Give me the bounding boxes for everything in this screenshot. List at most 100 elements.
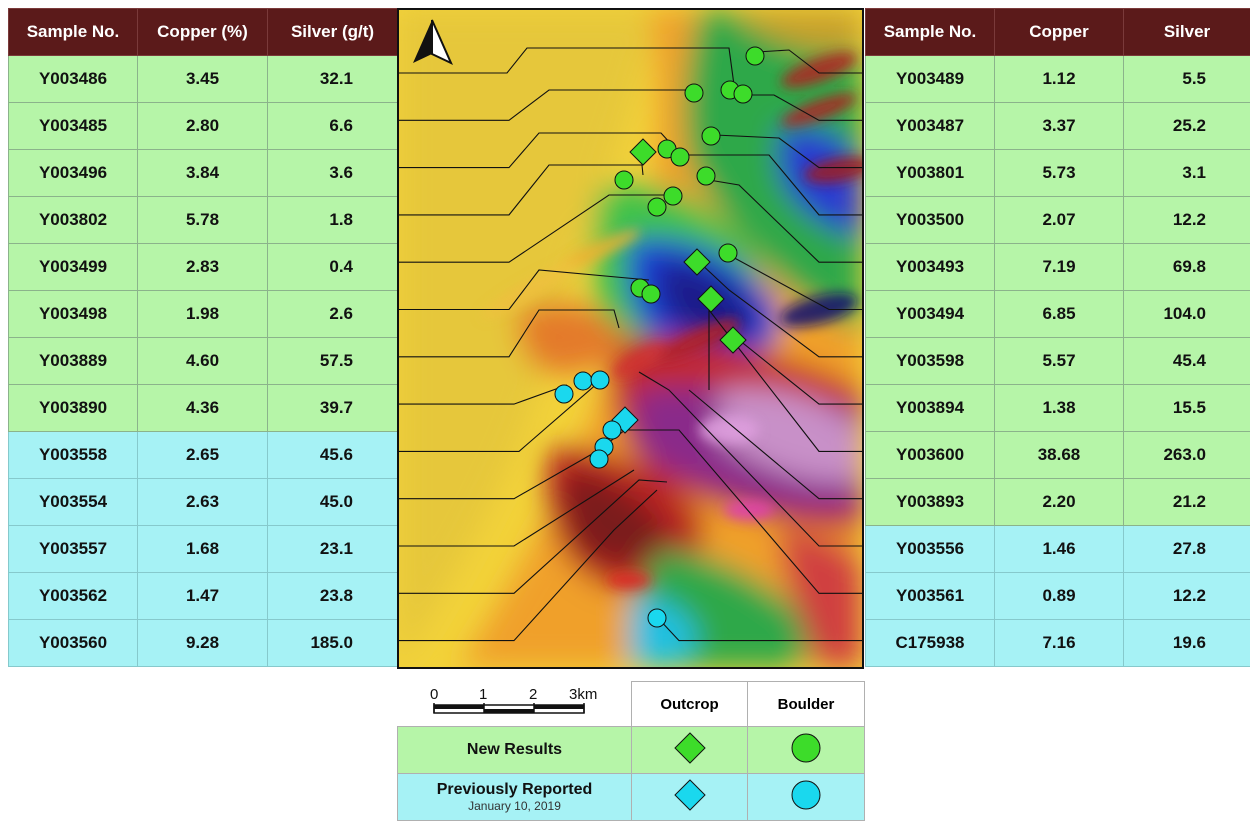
silver-value: 3.1 xyxy=(1124,150,1250,197)
sample-id: Y003802 xyxy=(9,197,138,244)
silver-value: 0.4 xyxy=(268,244,398,291)
legend-new-label: New Results xyxy=(467,741,562,758)
sample-id: Y003486 xyxy=(9,56,138,103)
sample-id: Y003499 xyxy=(9,244,138,291)
copper-value: 38.68 xyxy=(995,432,1124,479)
copper-value: 9.28 xyxy=(138,620,268,667)
legend: Outcrop Boulder New Results Previously R… xyxy=(397,681,865,821)
sample-id: Y003558 xyxy=(9,432,138,479)
copper-value: 1.38 xyxy=(995,385,1124,432)
copper-value: 1.12 xyxy=(995,56,1124,103)
copper-value: 4.60 xyxy=(138,338,268,385)
sample-id: Y003801 xyxy=(866,150,995,197)
boulder-marker xyxy=(697,167,715,185)
silver-value: 45.0 xyxy=(268,479,398,526)
sample-id: Y003560 xyxy=(9,620,138,667)
sample-id: Y003889 xyxy=(9,338,138,385)
copper-value: 6.85 xyxy=(995,291,1124,338)
silver-value: 39.7 xyxy=(268,385,398,432)
boulder-marker xyxy=(719,244,737,262)
legend-spacer xyxy=(398,682,632,727)
sample-id: C175938 xyxy=(866,620,995,667)
sample-id: Y003554 xyxy=(9,479,138,526)
sample-id: Y003894 xyxy=(866,385,995,432)
boulder-marker xyxy=(590,450,608,468)
map-canvas xyxy=(399,10,862,667)
silver-value: 23.1 xyxy=(268,526,398,573)
sample-id: Y003494 xyxy=(866,291,995,338)
sample-id: Y003498 xyxy=(9,291,138,338)
silver-value: 32.1 xyxy=(268,56,398,103)
left-sample-table: Sample No. Copper (%) Silver (g/t) Y0034… xyxy=(8,8,398,667)
outcrop-diamond-icon xyxy=(673,731,707,765)
copper-value: 5.73 xyxy=(995,150,1124,197)
copper-value: 7.16 xyxy=(995,620,1124,667)
boulder-marker xyxy=(603,421,621,439)
silver-value: 21.2 xyxy=(1124,479,1250,526)
sample-id: Y003493 xyxy=(866,244,995,291)
boulder-marker xyxy=(574,372,592,390)
legend-prev-label: Previously Reported xyxy=(398,781,631,799)
silver-value: 1.8 xyxy=(268,197,398,244)
sample-id: Y003562 xyxy=(9,573,138,620)
copper-value: 7.19 xyxy=(995,244,1124,291)
legend-header-boulder: Boulder xyxy=(748,682,865,727)
sample-id: Y003489 xyxy=(866,56,995,103)
sample-id: Y003500 xyxy=(866,197,995,244)
sample-id: Y003561 xyxy=(866,573,995,620)
silver-value: 15.5 xyxy=(1124,385,1250,432)
legend-row-previous: Previously Reported January 10, 2019 xyxy=(398,774,865,821)
header-silver: Silver (g/t) xyxy=(268,9,398,56)
header-sample-no: Sample No. xyxy=(9,9,138,56)
silver-value: 19.6 xyxy=(1124,620,1250,667)
sample-id: Y003496 xyxy=(9,150,138,197)
copper-value: 5.57 xyxy=(995,338,1124,385)
copper-value: 2.83 xyxy=(138,244,268,291)
copper-value: 3.37 xyxy=(995,103,1124,150)
sample-id: Y003598 xyxy=(866,338,995,385)
silver-value: 3.6 xyxy=(268,150,398,197)
silver-value: 45.6 xyxy=(268,432,398,479)
silver-value: 12.2 xyxy=(1124,197,1250,244)
sample-id: Y003487 xyxy=(866,103,995,150)
sample-id: Y003557 xyxy=(9,526,138,573)
boulder-circle-icon xyxy=(789,731,823,765)
silver-value: 23.8 xyxy=(268,573,398,620)
legend-row-new: New Results xyxy=(398,727,865,774)
copper-value: 3.45 xyxy=(138,56,268,103)
copper-value: 2.63 xyxy=(138,479,268,526)
boulder-marker xyxy=(648,198,666,216)
silver-value: 6.6 xyxy=(268,103,398,150)
header-copper: Copper (%) xyxy=(138,9,268,56)
sample-id: Y003893 xyxy=(866,479,995,526)
copper-value: 2.65 xyxy=(138,432,268,479)
sample-id: Y003600 xyxy=(866,432,995,479)
left-table-header: Sample No. Copper (%) Silver (g/t) xyxy=(9,9,398,56)
boulder-marker xyxy=(591,371,609,389)
boulder-marker xyxy=(615,171,633,189)
geophysics-map xyxy=(397,8,864,669)
silver-value: 5.5 xyxy=(1124,56,1250,103)
copper-value: 1.98 xyxy=(138,291,268,338)
